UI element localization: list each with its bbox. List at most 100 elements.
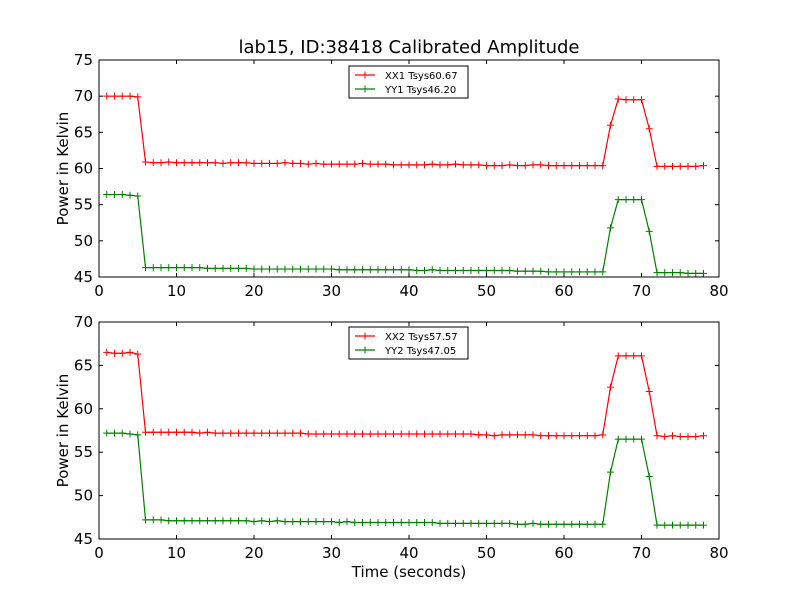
data-point bbox=[397, 430, 405, 438]
data-point bbox=[545, 268, 552, 276]
data-point bbox=[242, 429, 250, 437]
data-point bbox=[413, 266, 421, 274]
data-point bbox=[204, 428, 211, 436]
data-point bbox=[374, 266, 382, 274]
y-tick-label: 45 bbox=[74, 268, 93, 286]
data-point bbox=[607, 224, 614, 232]
data-point bbox=[250, 265, 258, 273]
data-point bbox=[452, 160, 459, 168]
data-point bbox=[281, 159, 289, 167]
data-point bbox=[273, 517, 281, 525]
data-point bbox=[475, 161, 483, 169]
data-point bbox=[459, 266, 467, 274]
x-tick-label: 30 bbox=[322, 282, 341, 300]
data-point bbox=[281, 518, 289, 526]
data-point bbox=[630, 352, 638, 360]
data-point bbox=[630, 196, 638, 204]
data-point bbox=[428, 266, 436, 274]
data-point bbox=[452, 430, 459, 438]
data-point bbox=[118, 349, 126, 357]
data-point bbox=[653, 521, 661, 529]
legend: XX2 Tsys57.57 YY2 Tsys47.05 bbox=[348, 326, 469, 360]
data-point bbox=[328, 160, 335, 168]
y-tick-label: 75 bbox=[74, 51, 93, 69]
x-tick-label: 20 bbox=[244, 544, 263, 562]
data-point bbox=[196, 159, 204, 167]
data-point bbox=[661, 162, 669, 170]
data-point bbox=[514, 162, 521, 170]
data-point bbox=[149, 516, 157, 524]
legend-marker bbox=[361, 346, 369, 354]
y-tick-label: 65 bbox=[74, 123, 93, 141]
data-point bbox=[366, 519, 374, 527]
data-point bbox=[467, 519, 475, 527]
data-point bbox=[421, 430, 428, 438]
data-point bbox=[289, 265, 297, 273]
data-point bbox=[165, 158, 173, 166]
data-point bbox=[359, 430, 366, 438]
data-point bbox=[374, 160, 382, 168]
data-point bbox=[630, 435, 638, 443]
data-point bbox=[614, 95, 622, 103]
data-point bbox=[343, 160, 351, 168]
data-point bbox=[545, 520, 552, 528]
data-point bbox=[111, 349, 118, 357]
data-point bbox=[289, 518, 297, 526]
data-point bbox=[328, 265, 335, 273]
data-point bbox=[235, 429, 242, 437]
data-point bbox=[126, 430, 134, 438]
data-point bbox=[521, 162, 529, 170]
data-point bbox=[173, 264, 180, 272]
data-point bbox=[560, 520, 568, 528]
data-point bbox=[490, 432, 498, 440]
data-point bbox=[390, 519, 397, 527]
y-tick-label: 60 bbox=[74, 400, 93, 418]
data-point bbox=[312, 430, 320, 438]
x-tick-label: 50 bbox=[477, 544, 496, 562]
subplot-1: 0 10 20 30 40 50 60 70 80 45 50 55 60 65 70 75 lab15, ID… bbox=[54, 37, 729, 300]
data-point bbox=[568, 432, 576, 440]
data-point bbox=[180, 428, 188, 436]
legend: XX1 Tsys60.67 YY1 Tsys46.20 bbox=[348, 65, 469, 99]
data-point bbox=[111, 191, 118, 199]
legend-label: XX2 Tsys57.57 bbox=[385, 332, 458, 343]
data-point bbox=[118, 92, 126, 100]
data-point bbox=[537, 267, 545, 275]
data-point bbox=[568, 162, 576, 170]
data-point bbox=[444, 266, 452, 274]
data-point bbox=[258, 429, 266, 437]
data-point bbox=[529, 431, 537, 439]
data-point bbox=[242, 264, 250, 272]
data-point bbox=[397, 266, 405, 274]
data-point bbox=[676, 162, 684, 170]
data-point bbox=[297, 429, 304, 437]
data-point bbox=[413, 161, 421, 169]
data-point bbox=[211, 517, 219, 525]
data-point bbox=[211, 159, 219, 167]
x-tick-label: 10 bbox=[167, 544, 186, 562]
data-point bbox=[157, 428, 165, 436]
data-point bbox=[227, 264, 235, 272]
x-tick-label: 0 bbox=[94, 282, 104, 300]
data-point bbox=[421, 266, 428, 274]
data-point bbox=[188, 264, 196, 272]
data-point bbox=[529, 161, 537, 169]
data-point bbox=[669, 521, 676, 529]
data-point bbox=[607, 121, 614, 129]
data-point bbox=[684, 433, 692, 441]
data-point bbox=[653, 162, 661, 170]
data-point bbox=[692, 162, 700, 170]
data-point bbox=[328, 518, 335, 526]
data-point bbox=[374, 430, 382, 438]
data-point bbox=[219, 429, 227, 437]
data-point bbox=[684, 162, 692, 170]
data-point bbox=[165, 428, 173, 436]
data-point bbox=[669, 269, 676, 277]
data-point bbox=[390, 266, 397, 274]
y-tick-label: 55 bbox=[74, 443, 93, 461]
data-point bbox=[614, 435, 622, 443]
data-point bbox=[118, 191, 126, 199]
data-point bbox=[366, 160, 374, 168]
data-point bbox=[142, 516, 149, 524]
data-point bbox=[126, 92, 134, 100]
